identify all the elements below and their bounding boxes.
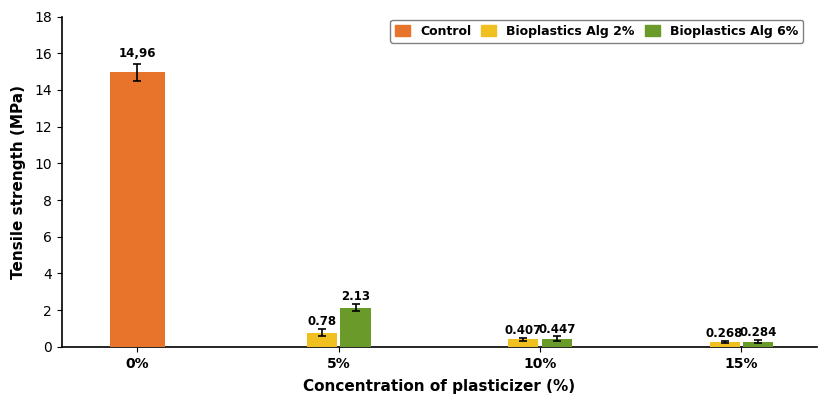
Bar bbox=[709, 342, 739, 347]
X-axis label: Concentration of plasticizer (%): Concentration of plasticizer (%) bbox=[303, 379, 575, 394]
Text: 0.407: 0.407 bbox=[504, 324, 541, 337]
Bar bbox=[110, 72, 165, 347]
Text: 0.268: 0.268 bbox=[705, 327, 743, 340]
Bar bbox=[508, 339, 538, 347]
Text: 14,96: 14,96 bbox=[118, 47, 156, 60]
Bar bbox=[340, 308, 370, 347]
Y-axis label: Tensile strength (MPa): Tensile strength (MPa) bbox=[11, 85, 26, 279]
Bar bbox=[541, 339, 571, 347]
Bar bbox=[742, 342, 772, 347]
Text: 2.13: 2.13 bbox=[341, 290, 370, 303]
Bar bbox=[307, 333, 337, 347]
Text: 0.284: 0.284 bbox=[739, 326, 776, 339]
Legend: Control, Bioplastics Alg 2%, Bioplastics Alg 6%: Control, Bioplastics Alg 2%, Bioplastics… bbox=[390, 19, 802, 43]
Text: 0.78: 0.78 bbox=[307, 315, 336, 328]
Text: 0.447: 0.447 bbox=[538, 322, 575, 335]
